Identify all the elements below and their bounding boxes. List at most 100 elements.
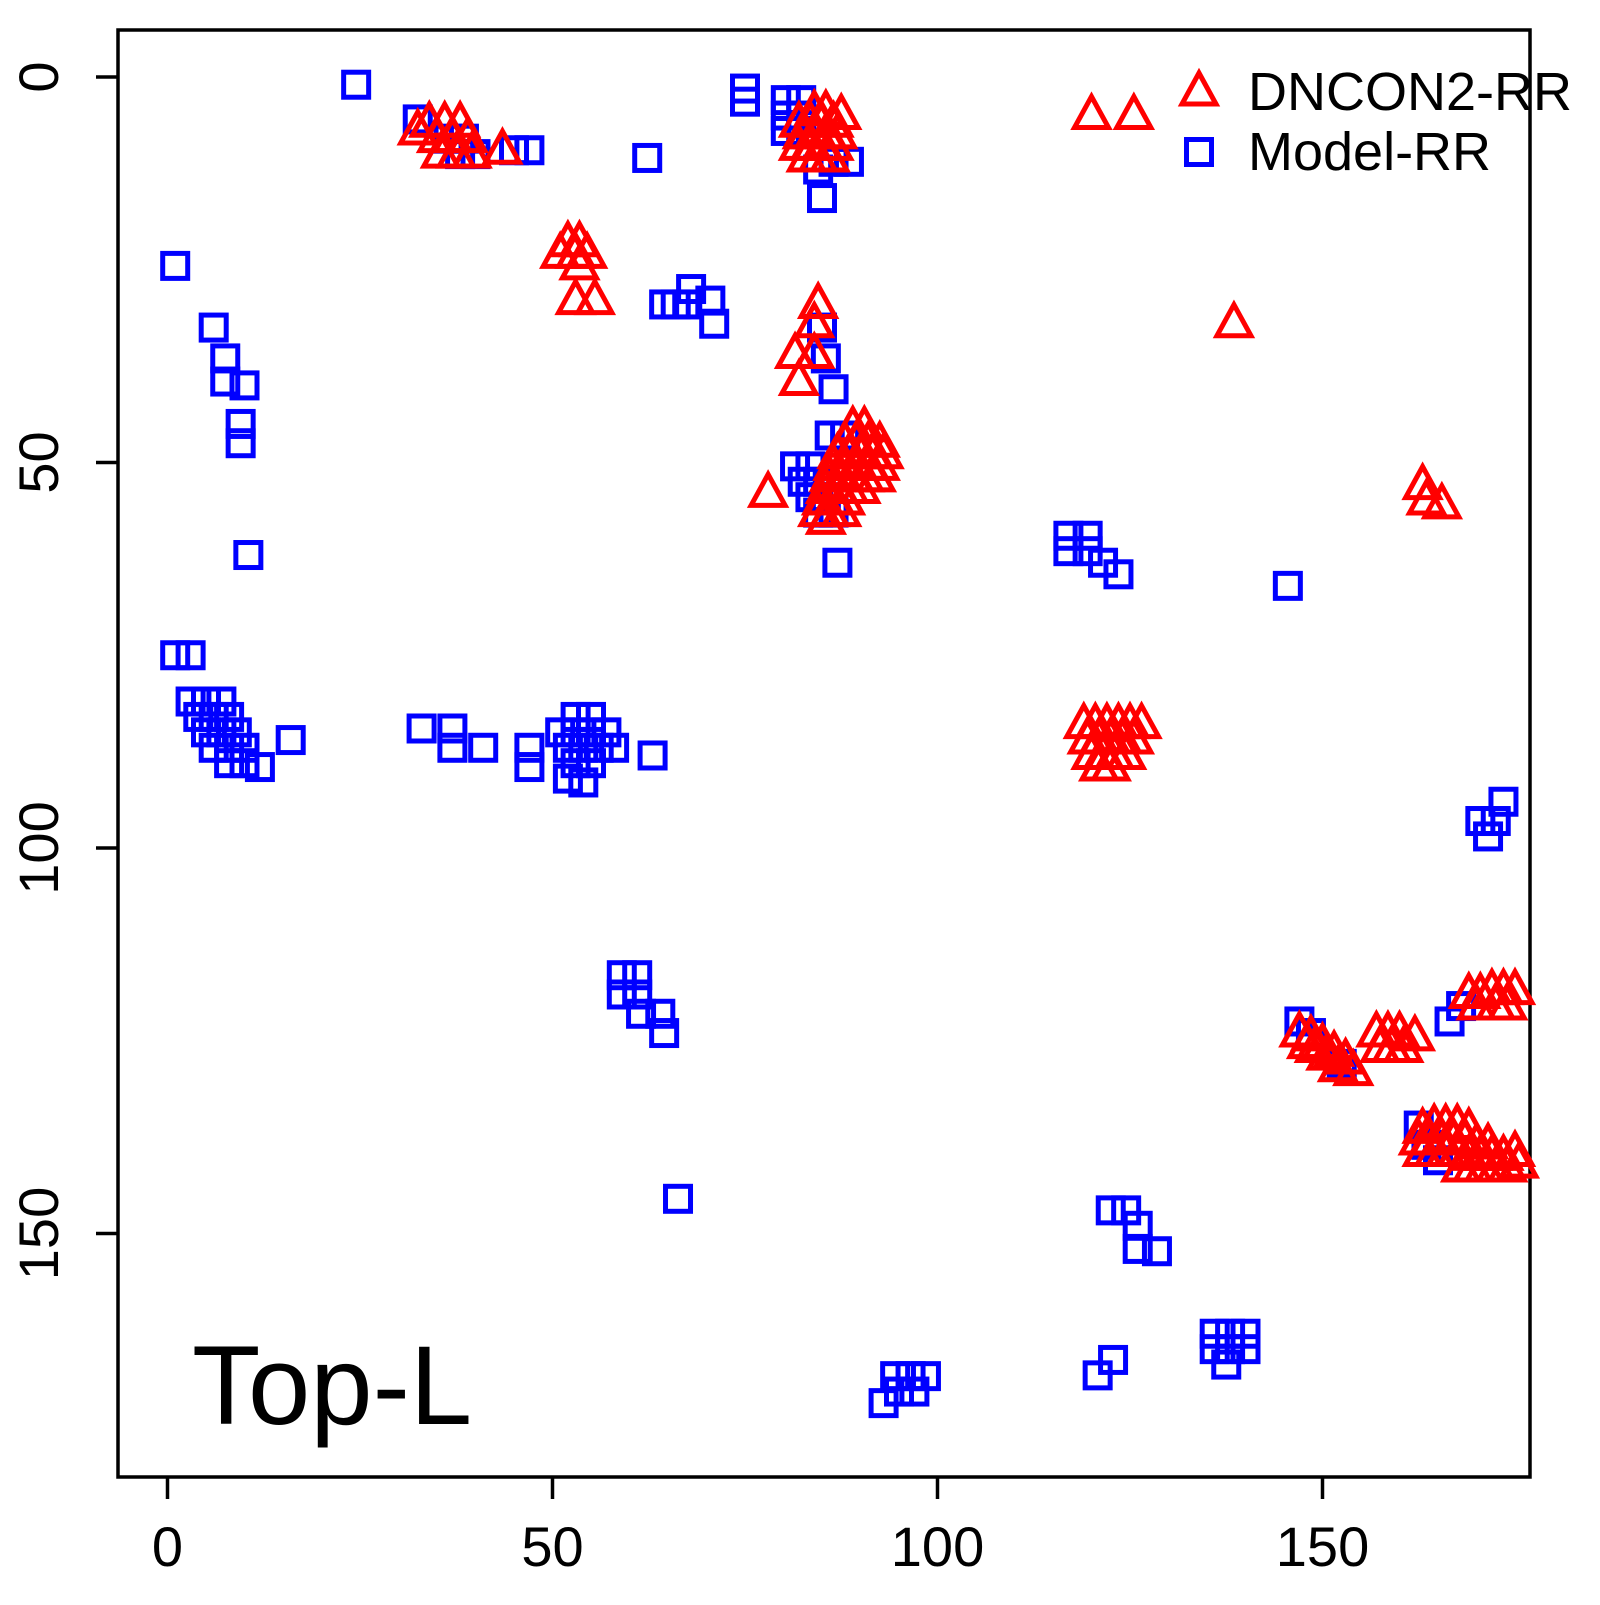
legend-label: Model-RR [1248,122,1491,182]
y-tick-label: 150 [7,1187,70,1280]
data-point-triangle [746,469,790,508]
data-point-triangle [558,241,601,281]
y-tick-label: 50 [7,431,70,493]
data-point-square [275,725,306,756]
data-point-square [229,370,260,401]
data-point-triangle [396,106,439,146]
x-tick-label: 50 [521,1515,583,1578]
data-point-triangle [1070,91,1113,131]
data-point-triangle [1285,1020,1329,1060]
legend-item: DNCON2-RR [1177,62,1572,122]
data-point-square [198,312,229,343]
data-point-triangle [1112,91,1156,131]
data-point-triangle [450,129,493,169]
data-point-square [568,767,599,798]
data-point-square [1272,570,1303,601]
data-point-square [1072,520,1103,551]
x-tick-label: 0 [152,1515,183,1578]
data-point-triangle [1393,1012,1437,1052]
data-point-triangle [1089,742,1132,782]
data-point-triangle [808,133,851,173]
data-point-square [1465,806,1496,837]
data-point-square [606,979,637,1010]
panel-label: Top-L [192,1323,472,1448]
data-point-square [818,374,849,405]
data-point-square [214,732,245,763]
data-point-triangle [854,453,898,493]
data-point-triangle [793,330,836,370]
data-point-square [1103,559,1134,590]
data-point-triangle [1436,1128,1479,1168]
data-point-square [1199,1318,1230,1349]
data-point-square [244,752,275,783]
data-point-square [545,717,576,748]
data-point-square [1098,1344,1129,1375]
data-point-square [899,1376,930,1407]
data-point-square [560,717,591,748]
data-point-square [175,686,206,717]
data-point-square [626,998,657,1029]
data-point-square [183,701,214,732]
data-point-square [637,740,668,771]
data-point-square [214,701,245,732]
data-point-triangle [573,276,617,316]
data-point-square [649,1018,680,1049]
data-point-square [622,960,653,991]
data-point-triangle [777,357,821,397]
data-point-square [1480,806,1511,837]
data-point-triangle [446,114,490,154]
data-point-square [699,308,730,339]
data-point-triangle [1104,731,1148,770]
data-point-square [568,732,599,763]
data-point-triangle [1420,480,1464,520]
data-point-triangle [1486,981,1529,1021]
data-point-square [225,408,256,439]
data-point-triangle [1382,1024,1425,1063]
data-point-square [233,540,264,571]
data-point-square [1488,786,1519,817]
data-point-triangle [1486,1143,1529,1183]
data-point-square [810,343,841,374]
data-point-square [1211,1349,1242,1380]
data-point-square [807,183,837,214]
data-point-square [514,752,545,783]
axis-tick-labels: 0 50 100 150 0 50 100 150 [7,61,1369,1578]
data-point-square [1122,1233,1153,1264]
data-point-triangle [1497,1139,1541,1179]
data-point-square [591,717,622,748]
data-point-square [560,701,591,732]
data-point-square [1473,821,1504,852]
data-points [160,69,1541,1419]
data-point-square [599,732,630,763]
data-point-triangle [1401,461,1444,501]
data-point-square [1082,1360,1113,1391]
data-point-triangle [839,465,882,504]
data-point-square [770,85,801,116]
data-point-square [198,732,229,763]
data-point-square [206,717,237,748]
data-point-square [175,640,206,671]
data-point-square [191,686,221,717]
y-tick-label: 100 [7,801,70,894]
y-tick-label: 0 [7,61,70,92]
data-point-square [576,717,606,748]
data-point-square [1230,1318,1261,1349]
data-point-square [514,732,545,763]
data-point-square [210,366,241,397]
data-point-triangle [804,496,848,535]
x-tick-label: 150 [1276,1515,1369,1578]
data-point-square [229,732,260,763]
data-point-triangle [1316,1043,1360,1083]
data-point-square [1053,520,1084,551]
data-point-square [1095,1195,1126,1226]
data-point-square [406,713,437,744]
data-point-square [1215,1334,1246,1365]
square-legend-icon [1184,137,1214,167]
plot-border [116,28,1532,1479]
data-point-square [214,748,245,779]
data-point-square [437,732,468,763]
data-point-square [780,451,811,482]
data-point-square [198,701,229,732]
